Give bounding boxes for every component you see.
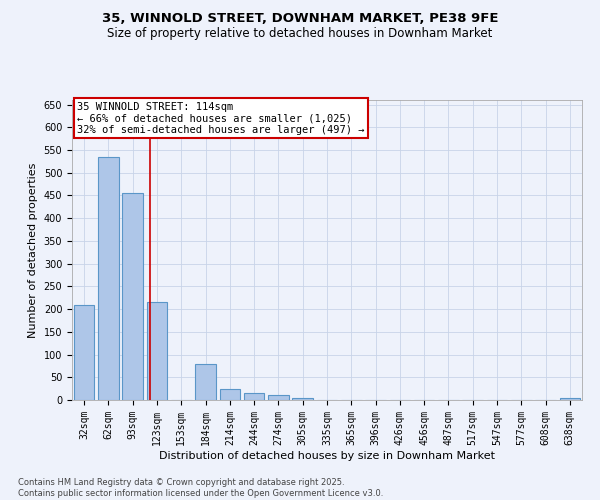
Bar (98, 157, 119, 400)
Text: Size of property relative to detached houses in Downham Market: Size of property relative to detached ho… (107, 28, 493, 40)
Bar (74, 304, 94, 400)
Y-axis label: Number of detached properties: Number of detached properties (28, 162, 38, 338)
Text: 35, WINNOLD STREET, DOWNHAM MARKET, PE38 9FE: 35, WINNOLD STREET, DOWNHAM MARKET, PE38… (102, 12, 498, 26)
Text: 35 WINNOLD STREET: 114sqm
← 66% of detached houses are smaller (1,025)
32% of se: 35 WINNOLD STREET: 114sqm ← 66% of detac… (77, 102, 365, 134)
Bar (560, 398, 580, 400)
Bar (244, 393, 265, 400)
Bar (195, 364, 216, 400)
Bar (292, 398, 313, 400)
Text: Contains HM Land Registry data © Crown copyright and database right 2025.
Contai: Contains HM Land Registry data © Crown c… (18, 478, 383, 498)
Bar (122, 193, 143, 400)
Bar (268, 396, 289, 400)
Bar (146, 302, 167, 400)
X-axis label: Distribution of detached houses by size in Downham Market: Distribution of detached houses by size … (159, 450, 495, 460)
Bar (220, 388, 240, 400)
